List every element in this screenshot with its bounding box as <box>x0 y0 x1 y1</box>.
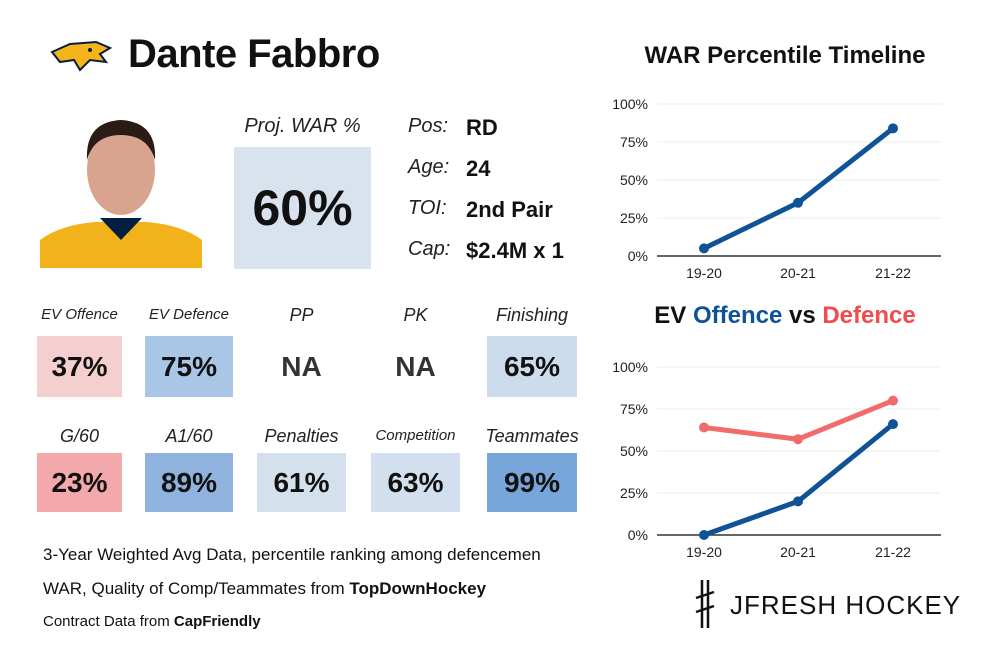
y-tick-label: 75% <box>620 401 648 417</box>
tile-label: PP <box>289 305 314 325</box>
tile-value: 37% <box>37 336 122 397</box>
y-tick-label: 75% <box>620 134 648 150</box>
brand-logo-icon <box>695 580 715 628</box>
tile-value: 75% <box>145 336 233 397</box>
y-tick-label: 100% <box>612 96 648 112</box>
title-part: EV <box>654 302 693 329</box>
tile-value: 23% <box>37 453 122 512</box>
info-value: 2nd Pair <box>466 197 553 222</box>
data-point-war <box>888 123 898 134</box>
footer-contract-source: Contract Data from CapFriendly <box>43 613 261 630</box>
title-defence: Defence <box>822 302 916 329</box>
tile-label: EV Defence <box>148 306 230 323</box>
info-label: Pos: <box>408 115 449 137</box>
tile-label: PK <box>403 305 428 325</box>
data-point-defence <box>888 395 898 406</box>
tile-value: NA <box>257 336 346 397</box>
data-point-defence <box>793 434 803 445</box>
x-tick-label: 20-21 <box>780 544 816 560</box>
x-tick-label: 19-20 <box>686 544 722 560</box>
y-tick-label: 50% <box>620 172 648 188</box>
title-offence: Offence <box>692 302 783 329</box>
y-tick-label: 25% <box>620 210 648 226</box>
data-point-offence <box>699 530 709 540</box>
y-tick-label: 0% <box>628 248 648 264</box>
info-value: 24 <box>466 156 491 181</box>
tile-value: 63% <box>371 453 460 512</box>
data-point-offence <box>793 496 803 507</box>
data-point-defence <box>699 422 709 433</box>
y-tick-label: 25% <box>620 485 648 501</box>
team-logo-icon <box>50 40 112 72</box>
y-tick-label: 50% <box>620 443 648 459</box>
y-tick-label: 0% <box>628 527 648 543</box>
chart1-title: WAR Percentile Timeline <box>644 42 926 69</box>
footer-note: 3-Year Weighted Avg Data, percentile ran… <box>43 545 541 564</box>
source-topdownhockey: TopDownHockey <box>349 579 487 598</box>
chart2-title: EV Offence vs Defence <box>620 302 950 330</box>
title-part: vs <box>782 302 823 329</box>
tile-value: 99% <box>487 453 577 512</box>
proj-war-value: 60% <box>234 147 371 269</box>
data-point-offence <box>888 419 898 430</box>
tile-value: NA <box>371 336 460 397</box>
source-capfriendly: CapFriendly <box>173 613 261 630</box>
x-tick-label: 20-21 <box>780 265 816 281</box>
footer-war-source: WAR, Quality of Comp/Teammates from TopD… <box>43 579 486 599</box>
player-name: Dante Fabbro <box>128 32 380 76</box>
tile-label: Competition <box>375 427 456 444</box>
x-tick-label: 21-22 <box>875 265 911 281</box>
x-tick-label: 19-20 <box>686 265 722 281</box>
player-photo <box>40 100 202 268</box>
footer-text: WAR, Quality of Comp/Teammates from <box>43 579 350 598</box>
x-tick-label: 21-22 <box>875 544 911 560</box>
data-point-war <box>793 197 803 208</box>
info-label: Age: <box>408 156 450 178</box>
series-line-war <box>702 126 895 251</box>
tile-label: Teammates <box>485 426 579 446</box>
proj-war-label: Proj. WAR % <box>244 115 361 137</box>
info-value: $2.4M x 1 <box>466 238 564 263</box>
series-line-defence <box>703 398 894 442</box>
data-point-war <box>699 243 709 254</box>
tile-label: EV Offence <box>41 306 118 323</box>
tile-label: Finishing <box>495 305 569 325</box>
tile-label: Penalties <box>264 426 339 446</box>
tile-value: 61% <box>257 453 346 512</box>
tile-value: 89% <box>145 453 233 512</box>
tile-label: A1/60 <box>165 426 213 446</box>
tile-label: G/60 <box>59 426 100 446</box>
info-label: Cap: <box>408 238 451 260</box>
y-tick-label: 100% <box>612 359 648 375</box>
info-value: RD <box>466 115 498 140</box>
footer-text: Contract Data from <box>43 613 174 630</box>
brand-name: JFRESH HOCKEY <box>730 590 962 620</box>
info-label: TOI: <box>408 197 447 219</box>
tile-value: 65% <box>487 336 577 397</box>
